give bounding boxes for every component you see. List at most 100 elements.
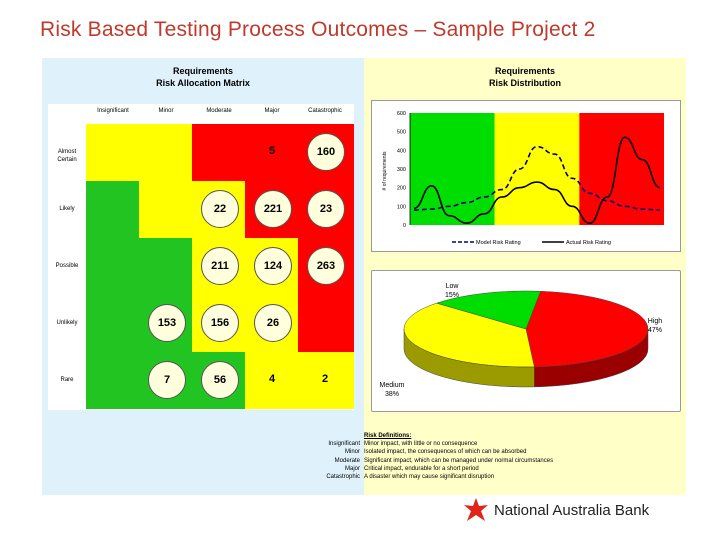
definition-term: Minor [344, 449, 360, 456]
matrix-cell: 160 [298, 124, 354, 181]
pie-slice [435, 290, 541, 330]
definition-text: A disaster which may cause significant d… [364, 474, 495, 481]
legend-label: Model Risk Rating [476, 240, 521, 246]
nab-logo: National Australia Bank [462, 496, 649, 524]
definitions-header: Risk Definitions: [364, 433, 412, 439]
matrix-cell-value: 160 [307, 133, 345, 171]
matrix-cell: 124 [245, 238, 301, 295]
distribution-chart: 0 100 200 300 400 500 600 # of requirements Mode… [371, 100, 681, 252]
definition-term: Catastrophic [326, 474, 360, 481]
matrix-cell: 263 [298, 238, 354, 295]
pie-chart: High 47% Medium 38% Low 15% [371, 270, 681, 412]
definition-term: Moderate [334, 457, 360, 464]
definition-row: Minor Isolated impact, the consequences o… [296, 448, 553, 456]
matrix-cell [86, 124, 142, 181]
matrix-column-header: Moderate [206, 108, 232, 114]
matrix-column-header: Minor [158, 108, 174, 114]
matrix-cell [86, 295, 142, 352]
matrix-cell [86, 238, 142, 295]
y-tick-label: 500 [397, 130, 406, 136]
matrix-cell-value: 26 [254, 304, 292, 342]
distribution-title: Requirements Risk Distribution [364, 65, 686, 89]
distribution-title-line1: Requirements [494, 66, 556, 76]
matrix-cell-value: 7 [148, 361, 186, 399]
matrix-cell-value: 156 [201, 304, 239, 342]
definition-text: Isolated impact, the consequences of whi… [364, 449, 527, 456]
pie-slice [403, 302, 535, 368]
definition-row: Insignificant Minor impact, with little o… [296, 440, 553, 448]
matrix-column-header: Major [264, 108, 280, 114]
matrix-cell: 211 [192, 238, 248, 295]
definition-term: Insignificant [328, 441, 360, 448]
definition-term: Major [344, 465, 360, 472]
matrix-cell-value: 23 [307, 190, 345, 228]
pie-percent: 47% [648, 327, 662, 334]
distribution-title-line2: Risk Distribution [488, 78, 561, 88]
matrix-title-line2: Risk Allocation Matrix [156, 78, 250, 88]
matrix-cell [139, 181, 195, 238]
matrix-cell [139, 238, 195, 295]
matrix-column-header: Catastrophic [308, 108, 342, 114]
star-icon [464, 498, 488, 521]
matrix-cell: 56 [192, 352, 248, 409]
matrix-cell: 153 [139, 295, 195, 352]
matrix-row-header: Possible [55, 263, 79, 269]
matrix-cell-value: 4 [268, 373, 276, 385]
definition-row: Major Critical impact, endurable for a sh… [296, 465, 553, 473]
matrix-column-header: Insignificant [97, 108, 129, 114]
pie-label: Medium [380, 382, 405, 389]
matrix-cell-value: 211 [201, 247, 239, 285]
y-tick-label: 600 [397, 111, 406, 117]
matrix-cell: 23 [298, 181, 354, 238]
matrix-cell: 2 [298, 352, 354, 409]
definition-text: Critical impact, endurable for a short p… [364, 465, 479, 472]
definition-row: Moderate Significant impact, which can be… [296, 457, 553, 465]
matrix-cell: 156 [192, 295, 248, 352]
definitions-list: Insignificant Minor impact, with little o… [296, 440, 553, 481]
matrix-cell-value: 263 [307, 247, 345, 285]
distribution-chart-svg: 0 100 200 300 400 500 600 # of requirements Mode… [382, 111, 664, 246]
logo-text: National Australia Bank [494, 501, 650, 519]
matrix-cell: 221 [245, 181, 301, 238]
matrix-cell [139, 124, 195, 181]
matrix-cell: 4 [245, 352, 301, 409]
matrix-cell-value: 22 [201, 190, 239, 228]
pie-percent: 15% [445, 292, 459, 299]
y-tick-label: 300 [397, 167, 406, 173]
y-tick-label: 100 [397, 204, 406, 210]
matrix-cell: 22 [192, 181, 248, 238]
matrix-cell: 26 [245, 295, 301, 352]
y-tick-label: 400 [397, 148, 406, 154]
risk-band [410, 113, 495, 225]
pie-chart-svg: High 47% Medium 38% Low 15% [380, 283, 663, 398]
risk-definitions: Risk Definitions: Insignificant Minor imp… [296, 432, 553, 481]
matrix-title-line1: Requirements [172, 66, 234, 76]
pie-slice [525, 291, 649, 368]
matrix-cell: 5 [245, 124, 301, 181]
pie-label: Low [446, 283, 460, 290]
matrix-cell [86, 181, 142, 238]
pie-percent: 38% [385, 391, 399, 398]
risk-band [579, 113, 664, 225]
matrix-row-header: Almost Certain [57, 149, 77, 163]
matrix-cell [298, 295, 354, 352]
series-line [413, 145, 661, 211]
definition-text: Minor impact, with little or no conseque… [364, 441, 478, 448]
matrix-row-header: Rare [60, 377, 74, 383]
matrix-row-header: Likely [59, 206, 75, 212]
y-tick-label: 200 [397, 186, 406, 192]
matrix-cell [86, 352, 142, 409]
matrix-cell-value: 124 [254, 247, 292, 285]
definition-row: Catastrophic A disaster which may cause s… [296, 473, 553, 481]
series-line [413, 136, 661, 224]
matrix-cell [192, 124, 248, 181]
risk-band [494, 113, 580, 225]
matrix-cell-value: 221 [254, 190, 292, 228]
matrix-cell-value: 5 [268, 145, 276, 157]
matrix-cell-value: 56 [201, 361, 239, 399]
y-tick-label: 0 [403, 223, 406, 229]
pie-label: High [648, 318, 663, 325]
definition-text: Significant impact, which can be managed… [364, 457, 554, 464]
matrix-cell-value: 2 [321, 373, 329, 385]
page-title: Risk Based Testing Process Outcomes – Sa… [40, 18, 596, 41]
